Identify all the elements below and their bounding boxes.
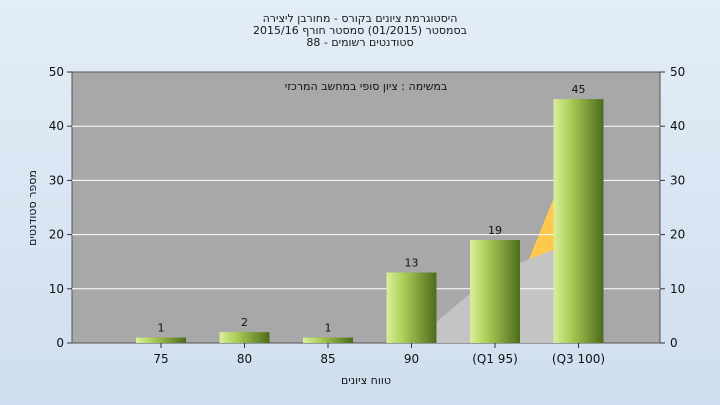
bar	[303, 337, 353, 343]
y-tick-label-right: 0	[670, 336, 678, 350]
title-line-2: בסמסטר (01/2015) סמסטר חורף 2015/16	[253, 24, 467, 37]
x-tick-label: (Q3 100)	[552, 352, 605, 366]
chart-annotation: במשימה : ציון סופי במחשב המרכזי	[285, 80, 448, 93]
bar	[470, 240, 520, 343]
y-tick-label-left: 10	[49, 282, 64, 296]
y-tick-label-right: 50	[670, 65, 685, 79]
y-tick-label-left: 20	[49, 228, 64, 242]
y-axis-title: מספר סטודנטים	[26, 170, 39, 246]
x-tick-label: 80	[237, 352, 252, 366]
x-tick-label: 75	[153, 352, 168, 366]
x-tick-label: (Q1 95)	[472, 352, 518, 366]
data-label: 1	[325, 322, 332, 335]
y-tick-label-left: 30	[49, 173, 64, 187]
data-label: 1	[158, 322, 165, 335]
bar	[219, 332, 270, 343]
y-tick-label-right: 40	[670, 119, 685, 133]
x-axis-title: טווח ציונים	[341, 374, 391, 387]
y-tick-label-right: 30	[670, 173, 685, 187]
bar	[386, 272, 437, 343]
chart-title: היסטוגרמת ציונים בקורס - מחורבן ליצירה ב…	[253, 12, 467, 49]
y-tick-label-left: 0	[56, 336, 64, 350]
data-label: 2	[241, 316, 248, 329]
bar	[553, 99, 604, 343]
axes: 0 0 10 10 20 20 30 30 40 40 50 50 75 80 85 90 (Q1 95) (Q3…	[49, 65, 686, 366]
bar	[136, 337, 186, 343]
x-tick-label: 85	[320, 352, 335, 366]
x-tick-label: 90	[404, 352, 419, 366]
y-tick-label-right: 10	[670, 282, 685, 296]
title-line-3: 88 - סטודנטים רשומים	[306, 36, 413, 49]
data-labels: 1 2 1 13 19 45	[158, 83, 586, 334]
title-line-1: היסטוגרמת ציונים בקורס - מחורבן ליצירה	[263, 12, 458, 25]
bars	[136, 99, 604, 343]
data-label: 45	[572, 83, 586, 96]
y-tick-label-right: 20	[670, 228, 685, 242]
data-label: 13	[405, 257, 419, 270]
data-label: 19	[488, 224, 502, 237]
y-tick-label-left: 50	[49, 65, 64, 79]
y-tick-label-left: 40	[49, 119, 64, 133]
